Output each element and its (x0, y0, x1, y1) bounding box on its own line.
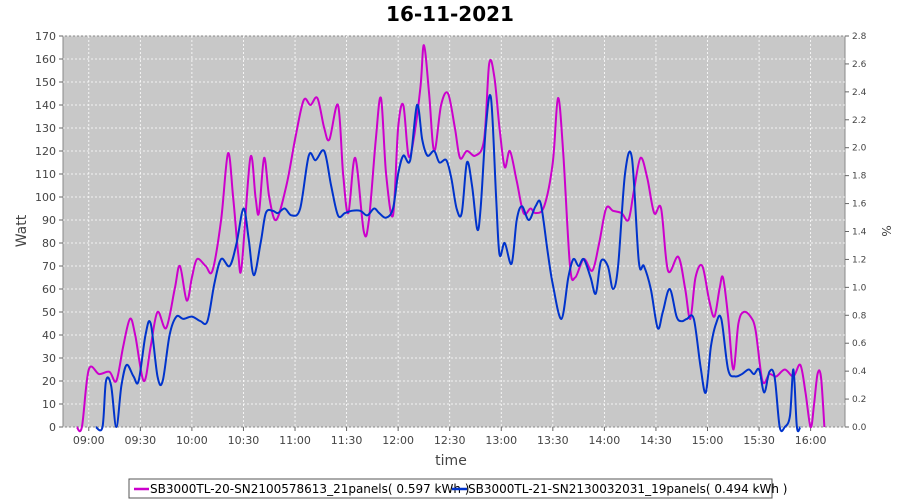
y2-axis-label: % (879, 225, 893, 236)
x-tick-label: 11:00 (279, 434, 311, 447)
legend: SB3000TL-20-SN2100578613_21panels( 0.597… (128, 478, 787, 499)
legend-label-series-1: SB3000TL-20-SN2100578613_21panels( 0.597… (150, 482, 469, 496)
series-line-1 (75, 44, 826, 433)
y-tick-label: 20 (42, 375, 56, 388)
y2-tick-label: 2.6 (852, 60, 867, 70)
y-tick-label: 80 (42, 237, 56, 250)
x-tick-label: 11:30 (331, 434, 363, 447)
left-axis-ticks: 0 10 20 30 40 50 60 70 80 90 100 110 120 130 140 150 160… (35, 30, 63, 434)
x-axis-label: time (435, 453, 467, 469)
y-tick-label: 90 (42, 214, 56, 227)
x-tick-label: 12:30 (434, 434, 466, 447)
y-tick-label: 40 (42, 329, 56, 342)
y-tick-label: 0 (49, 421, 56, 434)
x-tick-label: 13:00 (485, 434, 517, 447)
y-axis-label: Watt (14, 214, 30, 247)
y-tick-label: 160 (35, 53, 56, 66)
x-tick-label: 12:00 (382, 434, 414, 447)
series-line-2 (95, 94, 802, 433)
y-tick-label: 70 (42, 260, 56, 273)
x-tick-label: 14:00 (589, 434, 621, 447)
y-tick-label: 110 (35, 168, 56, 181)
x-tick-label: 14:30 (640, 434, 672, 447)
y-tick-label: 170 (35, 30, 56, 43)
y2-tick-label: 1.2 (852, 255, 866, 265)
legend-box (128, 478, 773, 499)
y-tick-label: 150 (35, 76, 56, 89)
y-tick-label: 50 (42, 306, 56, 319)
y-tick-label: 60 (42, 283, 56, 296)
chart-title: 16-11-2021 (386, 2, 514, 26)
plot-area (62, 35, 846, 428)
x-axis-ticks: 09:00 09:30 10:00 10:30 11:00 11:30 12:00 12:30… (73, 427, 827, 447)
y-tick-label: 100 (35, 191, 56, 204)
x-tick-label: 09:00 (73, 434, 105, 447)
y2-tick-label: 0.2 (852, 395, 866, 405)
y-tick-label: 140 (35, 99, 56, 112)
y-tick-label: 10 (42, 398, 56, 411)
y-tick-label: 120 (35, 145, 56, 158)
x-tick-label: 09:30 (124, 434, 156, 447)
y-tick-label: 130 (35, 122, 56, 135)
y2-tick-label: 2.8 (852, 32, 867, 42)
y2-tick-label: 2.4 (852, 88, 867, 98)
y2-tick-label: 1.6 (852, 200, 867, 210)
y2-tick-label: 0.8 (852, 311, 867, 321)
x-tick-label: 10:30 (228, 434, 260, 447)
y-tick-label: 30 (42, 352, 56, 365)
y2-tick-label: 0.6 (852, 339, 867, 349)
right-axis-ticks: 0.0 0.2 0.4 0.6 0.8 1.0 1.2 1.4 1.6 1.8 2.0 2.2 2.4 2… (845, 32, 867, 433)
y2-tick-label: 1.8 (852, 172, 867, 182)
x-tick-label: 10:00 (176, 434, 208, 447)
legend-label-series-2: SB3000TL-21-SN2130032031_19panels( 0.494… (468, 482, 787, 496)
x-tick-label: 15:00 (692, 434, 724, 447)
y2-tick-label: 2.2 (852, 116, 866, 126)
y2-tick-label: 1.4 (852, 228, 867, 238)
y2-tick-label: 2.0 (852, 144, 867, 154)
y2-tick-label: 0.4 (852, 367, 867, 377)
x-tick-label: 16:00 (795, 434, 827, 447)
y2-tick-label: 1.0 (852, 283, 867, 293)
x-tick-label: 15:30 (743, 434, 775, 447)
x-tick-label: 13:30 (537, 434, 569, 447)
y2-tick-label: 0.0 (852, 423, 867, 433)
series-group (75, 44, 826, 433)
